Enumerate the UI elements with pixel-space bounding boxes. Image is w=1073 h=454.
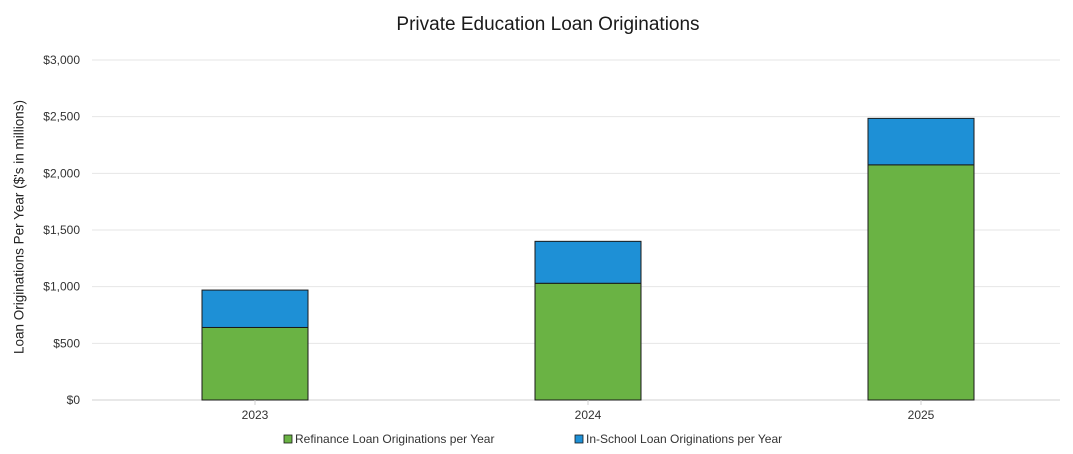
bar-in-school-2023 [201,289,309,328]
legend-label-refinance: Refinance Loan Originations per Year [295,432,494,446]
legend-swatch-refinance [283,434,293,444]
bar-refinance-2023 [201,326,309,401]
y-tick-label: $2,000 [43,166,80,180]
bar-refinance-2024 [534,282,642,401]
chart-title: Private Education Loan Originations [396,14,700,35]
bar-refinance-2025 [867,164,975,401]
bar-in-school-2025 [867,117,975,166]
legend-label-in-school: In-School Loan Originations per Year [586,432,782,446]
x-tick-label: 2025 [908,408,935,422]
bar-in-school-2024 [534,240,642,284]
y-tick-label: $500 [53,336,80,350]
y-tick-label: $3,000 [43,53,80,67]
y-tick-label: $0 [67,393,81,407]
y-tick-label: $2,500 [43,110,80,124]
x-tick-label: 2023 [242,408,269,422]
legend-swatch-in-school [574,434,584,444]
x-tick-label: 2024 [575,408,602,422]
y-tick-label: $1,000 [43,280,80,294]
y-tick-label: $1,500 [43,223,80,237]
